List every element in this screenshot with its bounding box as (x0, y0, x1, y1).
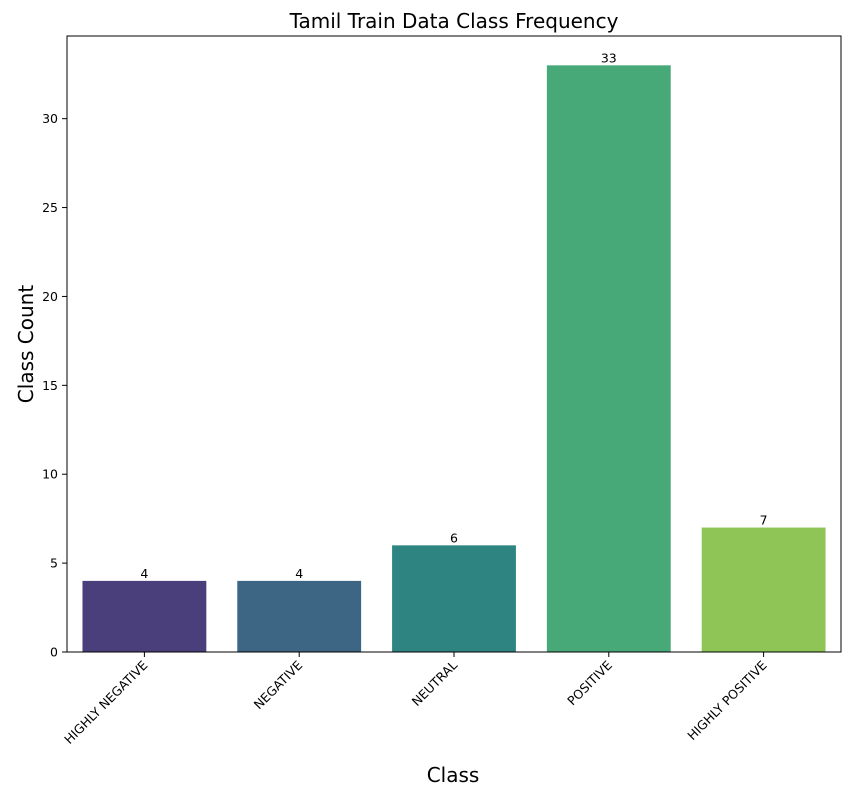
x-tick-label-3: POSITIVE (564, 657, 615, 708)
bar-1 (237, 580, 362, 652)
bar-3 (546, 65, 671, 653)
y-tick-label-3: 15 (42, 378, 58, 393)
y-tick-label-4: 20 (42, 289, 58, 304)
axes-frame (66, 35, 842, 653)
y-tick-label-0: 0 (50, 645, 58, 660)
x-axis-label: Class (427, 763, 480, 787)
data-label-0: 4 (140, 566, 148, 581)
data-label-1: 4 (295, 566, 303, 581)
y-tick-label-1: 5 (50, 556, 58, 571)
bar-0 (82, 580, 207, 652)
data-label-2: 6 (450, 530, 458, 545)
y-tick-label-5: 25 (42, 200, 58, 215)
plot-area: 4 4 6 33 7 0 5 10 15 20 25 30 HIGHLY NEGATIVE NEGATIV… (42, 35, 842, 747)
data-label-4: 7 (760, 513, 768, 528)
x-tick-label-1: NEGATIVE (251, 657, 306, 712)
y-axis-label: Class Count (14, 285, 38, 404)
chart-title: Tamil Train Data Class Frequency (289, 9, 619, 33)
y-tick-label-2: 10 (42, 467, 58, 482)
x-tick-label-0: HIGHLY NEGATIVE (61, 657, 150, 746)
data-label-3: 33 (601, 50, 617, 65)
bar-2 (392, 545, 516, 652)
x-tick-label-4: HIGHLY POSITIVE (684, 657, 770, 743)
y-tick-label-6: 30 (42, 111, 58, 126)
x-tick-label-2: NEUTRAL (409, 657, 460, 708)
bar-4 (701, 527, 826, 652)
